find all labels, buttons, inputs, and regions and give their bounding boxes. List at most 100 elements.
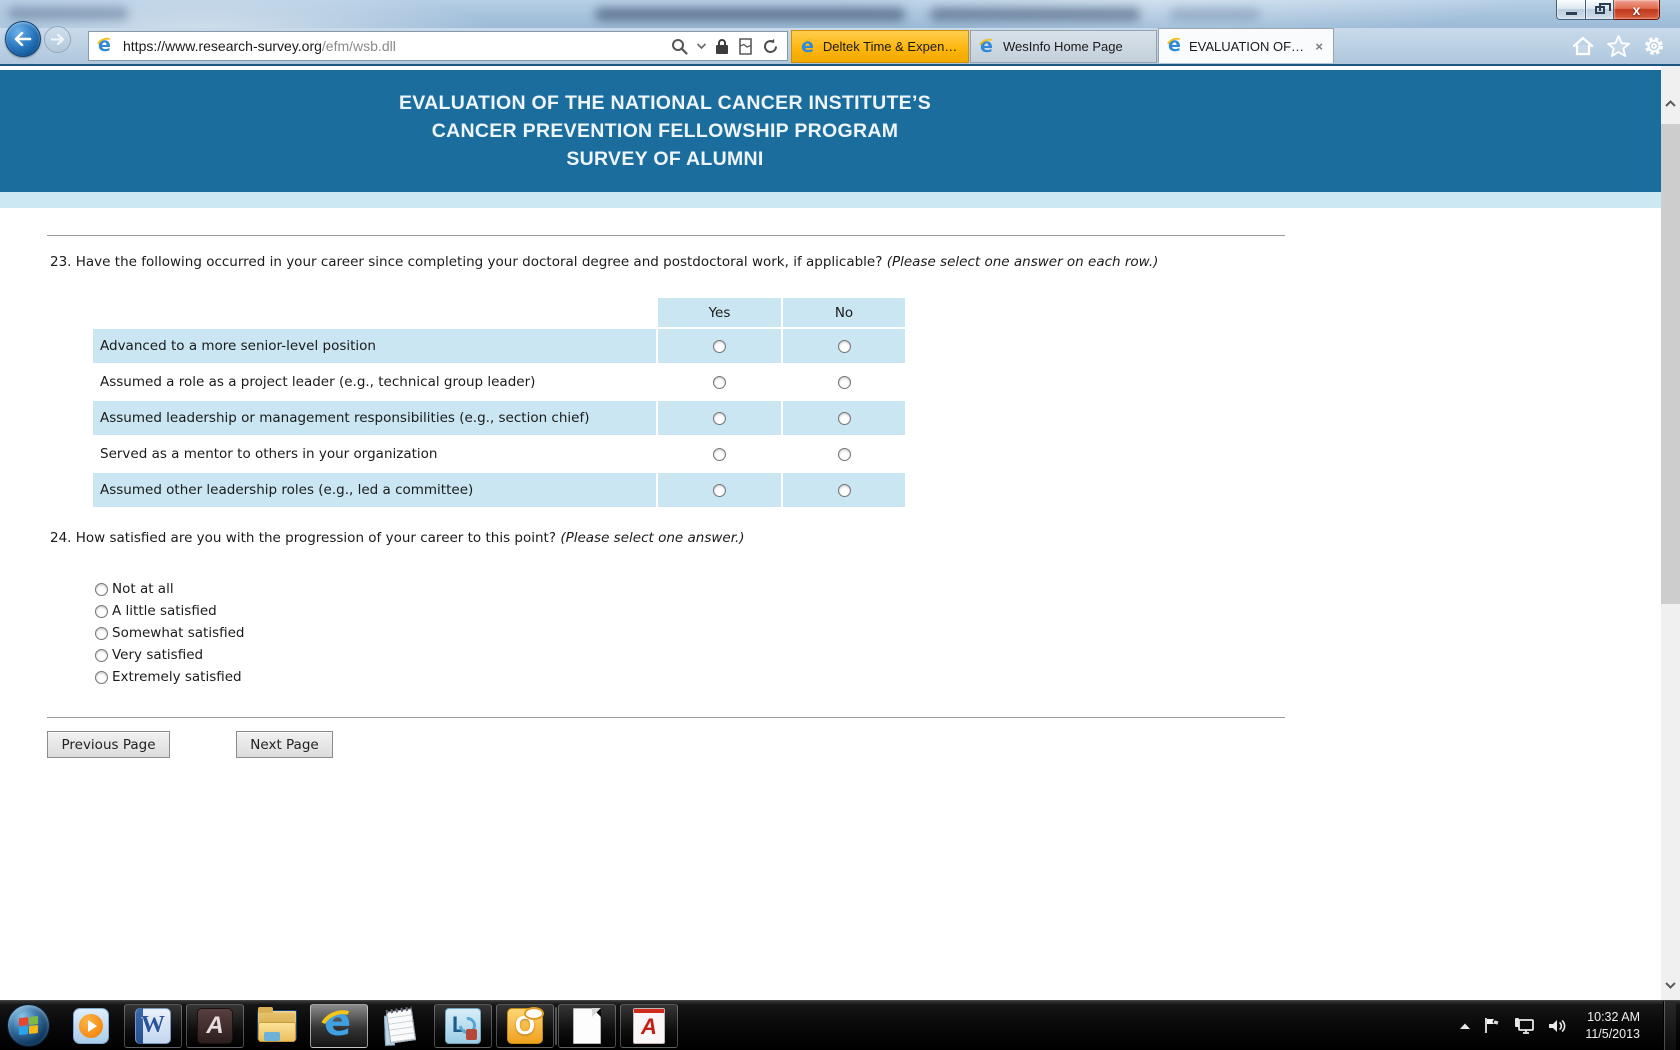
- row-label: Assumed leadership or management respons…: [93, 401, 656, 435]
- q23-row1-no-radio[interactable]: [837, 339, 851, 353]
- question-24-options: Not at all A little satisfied Somewhat s…: [95, 578, 245, 688]
- maximize-button[interactable]: [1586, 0, 1614, 20]
- search-dropdown-caret-icon[interactable]: [697, 43, 706, 49]
- next-page-button[interactable]: Next Page: [236, 731, 333, 758]
- show-hidden-icons-button[interactable]: [1459, 1022, 1471, 1030]
- taskbar-outlook-button[interactable]: O: [496, 1003, 557, 1048]
- table-row: Served as a mentor to others in your org…: [93, 437, 905, 471]
- forward-arrow-icon: [50, 34, 64, 45]
- compatibility-view-icon[interactable]: [738, 37, 753, 55]
- option-row: Somewhat satisfied: [95, 622, 245, 644]
- survey-title-line1: EVALUATION OF THE NATIONAL CANCER INSTIT…: [398, 92, 932, 114]
- tab-wesinfo[interactable]: e WesInfo Home Page: [970, 30, 1157, 63]
- minimize-button[interactable]: [1556, 0, 1586, 20]
- table-row: Assumed other leadership roles (e.g., le…: [93, 473, 905, 507]
- search-icon[interactable]: [671, 38, 688, 55]
- banner-accent-strip: [0, 192, 1661, 208]
- q23-row5-yes-radio[interactable]: [713, 483, 726, 497]
- url-path: /efm/wsb.dll: [321, 38, 396, 54]
- table-row: Assumed a role as a project leader (e.g.…: [93, 365, 905, 399]
- question-23: 23. Have the following occurred in your …: [50, 254, 1330, 270]
- taskbar-media-player-button[interactable]: [62, 1004, 120, 1048]
- action-center-flag-icon[interactable]: [1484, 1017, 1500, 1034]
- maximize-icon: [1594, 2, 1611, 14]
- outlook-icon: O: [507, 1006, 544, 1044]
- tab-close-icon[interactable]: ×: [1315, 38, 1323, 54]
- table-row: Advanced to a more senior-level position: [93, 329, 905, 363]
- q24-option1-radio[interactable]: [95, 582, 108, 596]
- q24-option4-radio[interactable]: [95, 648, 108, 662]
- q23-row5-no-radio[interactable]: [837, 483, 851, 497]
- scroll-up-button[interactable]: [1661, 94, 1680, 112]
- question-24-text: 24. How satisfied are you with the progr…: [50, 530, 561, 546]
- ie-tab-icon: e: [1163, 34, 1188, 57]
- chevron-up-icon: [1665, 99, 1676, 107]
- q23-row4-yes-radio[interactable]: [713, 447, 726, 461]
- chevron-down-icon: [1665, 981, 1676, 989]
- vertical-scrollbar[interactable]: [1661, 66, 1680, 1000]
- tab-deltek[interactable]: e Deltek Time & Expense...: [791, 30, 969, 63]
- network-status-icon[interactable]: [1513, 1017, 1535, 1035]
- close-button[interactable]: x: [1614, 0, 1660, 20]
- question-23-table: Yes No Advanced to a more senior-level p…: [93, 298, 905, 509]
- taskbar-document-button[interactable]: [558, 1003, 616, 1048]
- notepad-icon: [382, 1005, 421, 1046]
- q23-row2-yes-radio[interactable]: [713, 375, 726, 389]
- address-bar[interactable]: e https://www.research-survey.org/efm/ws…: [88, 31, 788, 61]
- column-header-yes: Yes: [658, 298, 781, 327]
- taskbar-internet-explorer-button[interactable]: e: [310, 999, 368, 1048]
- row-label: Served as a mentor to others in your org…: [93, 437, 656, 471]
- taskbar-clock[interactable]: 10:32 AM 11/5/2013: [1579, 1009, 1650, 1043]
- option-label: Very satisfied: [112, 647, 204, 663]
- back-arrow-icon: [14, 32, 32, 46]
- q24-option2-radio[interactable]: [95, 604, 108, 618]
- q23-row1-yes-radio[interactable]: [713, 339, 726, 353]
- taskbar-explorer-button[interactable]: [248, 1004, 306, 1048]
- table-corner-cell: [93, 298, 656, 327]
- survey-title-line2: CANCER PREVENTION FELLOWSHIP PROGRAM: [431, 120, 899, 142]
- show-desktop-button[interactable]: [1663, 1000, 1676, 1050]
- volume-icon[interactable]: [1548, 1018, 1566, 1034]
- windows-logo-icon: [19, 1016, 39, 1036]
- clock-date: 11/5/2013: [1585, 1026, 1640, 1041]
- windows-taskbar: W A e L O A: [0, 999, 1680, 1050]
- settings-gear-icon[interactable]: [1642, 34, 1666, 58]
- blurred-background-title: [595, 8, 905, 21]
- blurred-background-window: [8, 7, 128, 20]
- tab-label: Deltek Time & Expense...: [822, 39, 960, 54]
- url-text: https://www.research-survey.org/efm/wsb.…: [123, 38, 671, 54]
- q23-row4-no-radio[interactable]: [837, 447, 851, 461]
- q23-row3-yes-radio[interactable]: [713, 411, 726, 425]
- tab-label: EVALUATION OF TH...: [1188, 38, 1307, 54]
- survey-page: EVALUATION OF THE NATIONAL CANCER INSTIT…: [0, 66, 1680, 1000]
- previous-page-button[interactable]: Previous Page: [47, 731, 170, 758]
- question-23-text: 23. Have the following occurred in your …: [50, 254, 887, 270]
- back-button[interactable]: [5, 21, 41, 57]
- table-header-row: Yes No: [93, 298, 905, 327]
- taskbar-reader-button[interactable]: A: [620, 1003, 678, 1048]
- option-row: A little satisfied: [95, 600, 245, 622]
- home-icon[interactable]: [1571, 34, 1595, 58]
- lock-icon[interactable]: [715, 38, 729, 55]
- system-tray: 10:32 AM 11/5/2013: [1459, 1000, 1680, 1050]
- taskbar-notepad-button[interactable]: [372, 1004, 430, 1048]
- tab-evaluation-active[interactable]: e EVALUATION OF TH... ×: [1158, 28, 1334, 63]
- adobe-reader-icon: A: [633, 1007, 665, 1044]
- start-button[interactable]: [7, 1004, 50, 1047]
- refresh-icon[interactable]: [762, 38, 779, 55]
- scroll-down-button[interactable]: [1661, 976, 1680, 994]
- q23-row3-no-radio[interactable]: [837, 411, 851, 425]
- taskbar-acrobat-button[interactable]: A: [186, 1003, 244, 1048]
- favorites-star-icon[interactable]: [1606, 34, 1631, 58]
- q24-option5-radio[interactable]: [95, 670, 108, 684]
- taskbar-word-button[interactable]: W: [124, 1003, 182, 1048]
- row-label: Advanced to a more senior-level position: [93, 329, 656, 363]
- scrollbar-thumb[interactable]: [1661, 124, 1680, 604]
- q23-row2-no-radio[interactable]: [837, 375, 851, 389]
- ie-tab-icon: e: [796, 35, 821, 57]
- option-row: Not at all: [95, 578, 245, 600]
- q24-option3-radio[interactable]: [95, 626, 108, 640]
- forward-button[interactable]: [44, 26, 71, 53]
- taskbar-lync-button[interactable]: L: [434, 1003, 492, 1048]
